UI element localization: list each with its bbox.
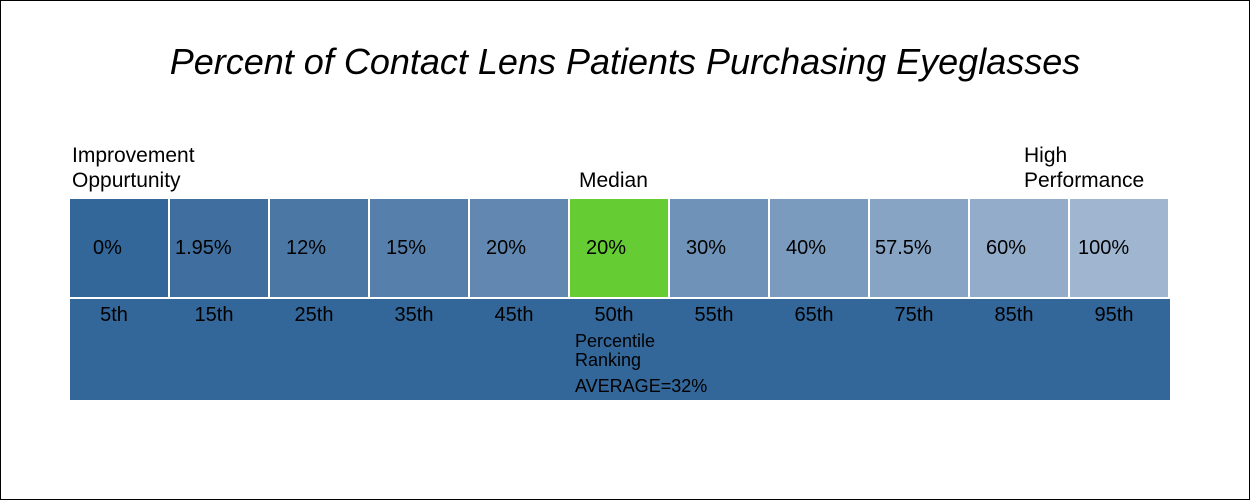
value-cell: 20% xyxy=(570,199,668,297)
value-label: 20% xyxy=(586,237,627,259)
value-cell: 0% xyxy=(70,199,168,297)
percentile-label: 95th xyxy=(1094,304,1134,326)
high-performance-label-line-1: High xyxy=(1024,144,1068,167)
value-label: 0% xyxy=(93,237,122,259)
value-cell: 20% xyxy=(470,199,568,297)
improvement-label-line-1: Improvement xyxy=(72,144,195,167)
percentile-label: 50th xyxy=(594,304,634,326)
average-label: AVERAGE=32% xyxy=(575,376,708,396)
value-cell: 1.95% xyxy=(170,199,268,297)
percentile-label: 45th xyxy=(494,304,534,326)
percentile-value-scale: 0% 1.95% 12% 15% 20% 20% 30% 40% 57.5% 60% 100% xyxy=(70,199,1170,297)
percentile-ranking-label: Percentile Ranking xyxy=(575,332,655,370)
percentile-label: 75th xyxy=(894,304,934,326)
value-label: 40% xyxy=(786,237,827,259)
percentile-band: Percentile Ranking AVERAGE=32% 5th 15th 25… xyxy=(70,299,1170,400)
high-performance-label-line-2: Performance xyxy=(1024,169,1145,192)
value-label: 1.95% xyxy=(175,237,232,259)
value-cell: 100% xyxy=(1070,199,1168,297)
value-cell: 15% xyxy=(370,199,468,297)
median-label-text: Median xyxy=(579,169,648,192)
percentile-label: 5th xyxy=(100,304,128,326)
value-cell: 30% xyxy=(670,199,768,297)
value-label: 30% xyxy=(686,237,727,259)
value-label: 57.5% xyxy=(875,237,932,259)
x-axis-label-line-2: Ranking xyxy=(575,350,642,370)
value-label: 60% xyxy=(986,237,1027,259)
value-cell: 12% xyxy=(270,199,368,297)
percentile-label: 85th xyxy=(994,304,1034,326)
value-label: 100% xyxy=(1078,237,1130,259)
improvement-opportunity-label: Improvement Oppurtunity xyxy=(72,143,195,193)
value-label: 12% xyxy=(286,237,327,259)
chart-title: Percent of Contact Lens Patients Purchas… xyxy=(169,41,1081,82)
percentile-label: 15th xyxy=(194,304,234,326)
value-label: 15% xyxy=(386,237,427,259)
percentile-label: 65th xyxy=(794,304,834,326)
value-label: 20% xyxy=(486,237,527,259)
percentile-label: 55th xyxy=(694,304,734,326)
high-performance-label: High Performance xyxy=(1024,143,1144,193)
x-axis-label-line-1: Percentile xyxy=(575,331,656,351)
median-label: Median xyxy=(579,168,648,193)
value-cell: 60% xyxy=(970,199,1068,297)
percentile-label: 35th xyxy=(394,304,434,326)
value-cell: 40% xyxy=(770,199,868,297)
percentile-label: 25th xyxy=(294,304,334,326)
improvement-label-line-2: Oppurtunity xyxy=(72,169,181,192)
value-cell: 57.5% xyxy=(870,199,968,297)
